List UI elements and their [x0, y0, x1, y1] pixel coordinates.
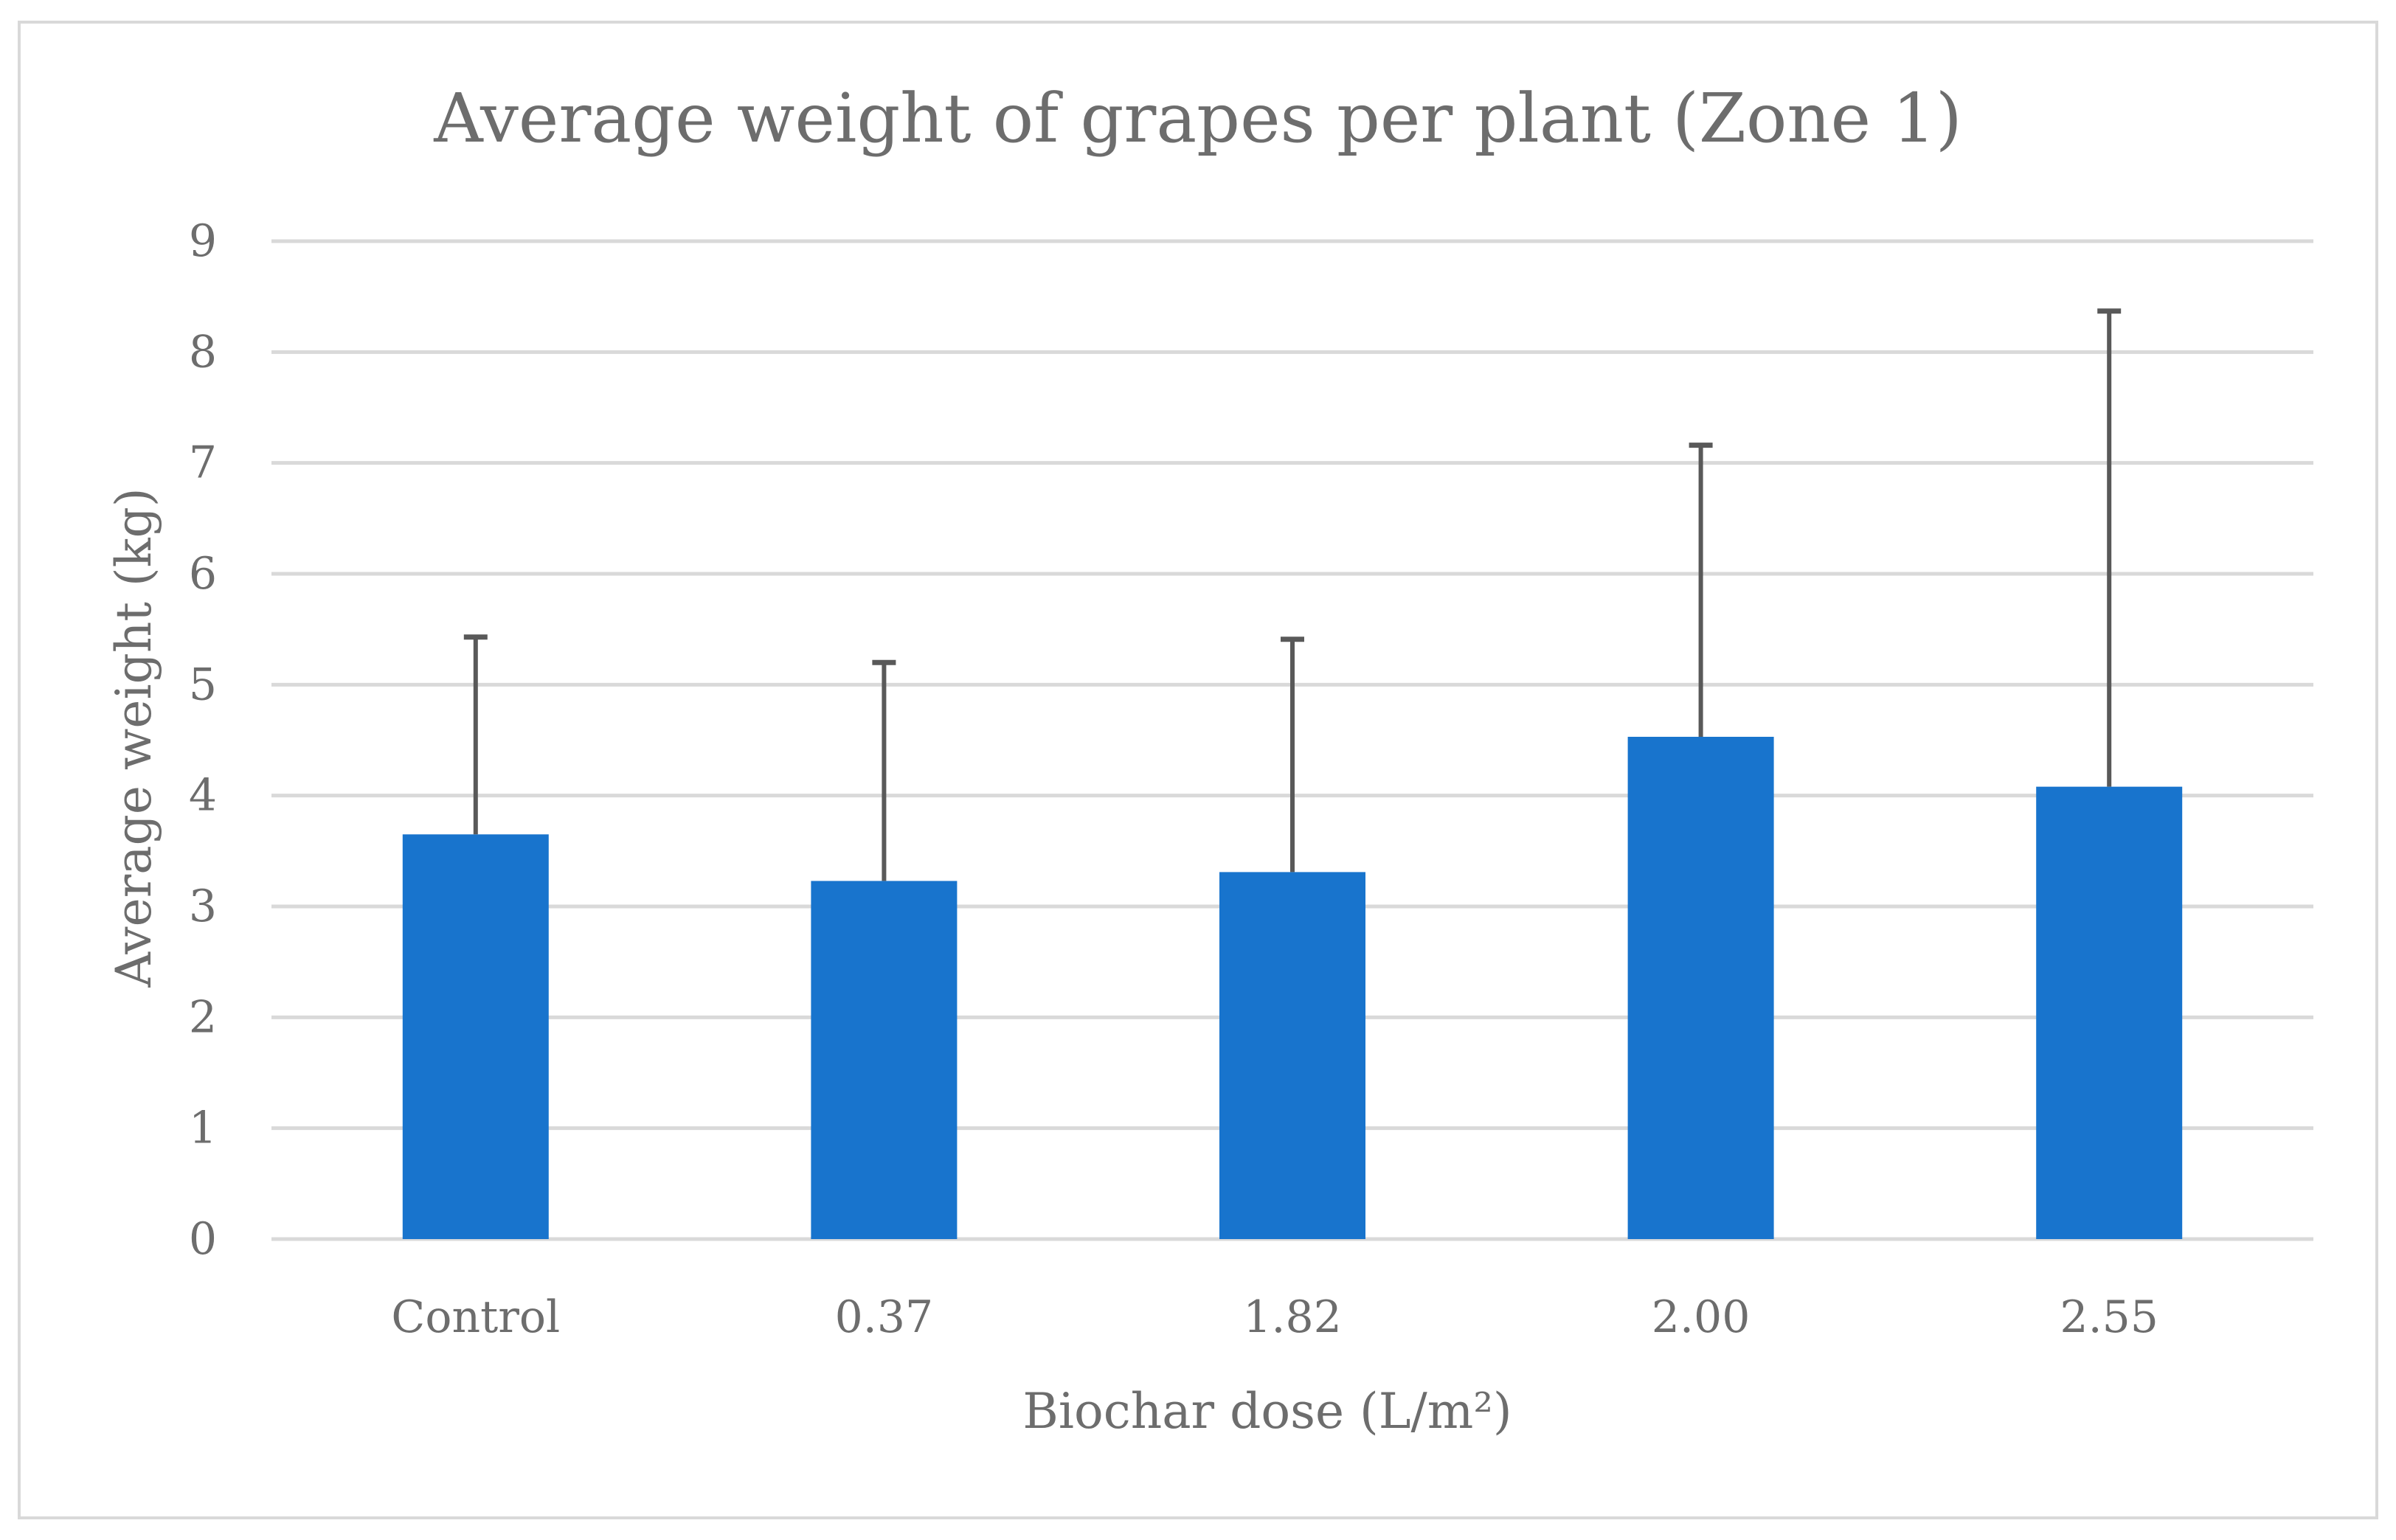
- y-tick-label-6: 6: [189, 548, 217, 600]
- bar-0.37: [811, 881, 958, 1239]
- error-bars: [463, 308, 2122, 881]
- chart-frame: [18, 21, 2378, 1519]
- y-tick-label-9: 9: [189, 215, 217, 267]
- bar-1.82: [1219, 872, 1365, 1239]
- error-bar-2.00: [1689, 443, 1713, 737]
- error-bar-Control: [463, 634, 488, 835]
- bar-2.00: [1627, 736, 1774, 1239]
- x-tick-label-2.55: 2.55: [2060, 1291, 2158, 1343]
- bars: [402, 736, 2183, 1239]
- y-tick-label-3: 3: [189, 881, 217, 932]
- error-bar-1.82: [1281, 637, 1304, 873]
- x-tick-label-1.82: 1.82: [1243, 1291, 1342, 1343]
- chart-title: Average weight of grapes per plant (Zone…: [433, 79, 1962, 158]
- x-axis-label: Biochar dose (L/m²): [1022, 1383, 1512, 1440]
- error-bar-2.55: [2097, 308, 2122, 787]
- error-bar-0.37: [872, 659, 896, 881]
- y-axis-label: Average weight (kg): [105, 488, 162, 988]
- x-tick-label-0.37: 0.37: [835, 1291, 934, 1343]
- y-tick-label-2: 2: [189, 991, 217, 1043]
- x-tick-labels: Control 0.37 1.82 2.00 2.55: [391, 1291, 2158, 1343]
- gridlines: [271, 239, 2313, 1241]
- bar-Control: [402, 834, 549, 1239]
- y-tick-label-7: 7: [189, 437, 217, 489]
- y-tick-label-1: 1: [189, 1103, 217, 1154]
- y-tick-label-4: 4: [189, 770, 217, 822]
- y-tick-label-8: 8: [189, 326, 217, 378]
- y-tick-labels: 0 1 2 3 4 5 6 7 8 9: [189, 215, 217, 1265]
- y-tick-label-5: 5: [189, 659, 217, 710]
- x-tick-label-Control: Control: [391, 1291, 560, 1343]
- y-tick-label-0: 0: [189, 1213, 217, 1265]
- x-tick-label-2.00: 2.00: [1652, 1291, 1751, 1343]
- bar-2.55: [2036, 786, 2183, 1239]
